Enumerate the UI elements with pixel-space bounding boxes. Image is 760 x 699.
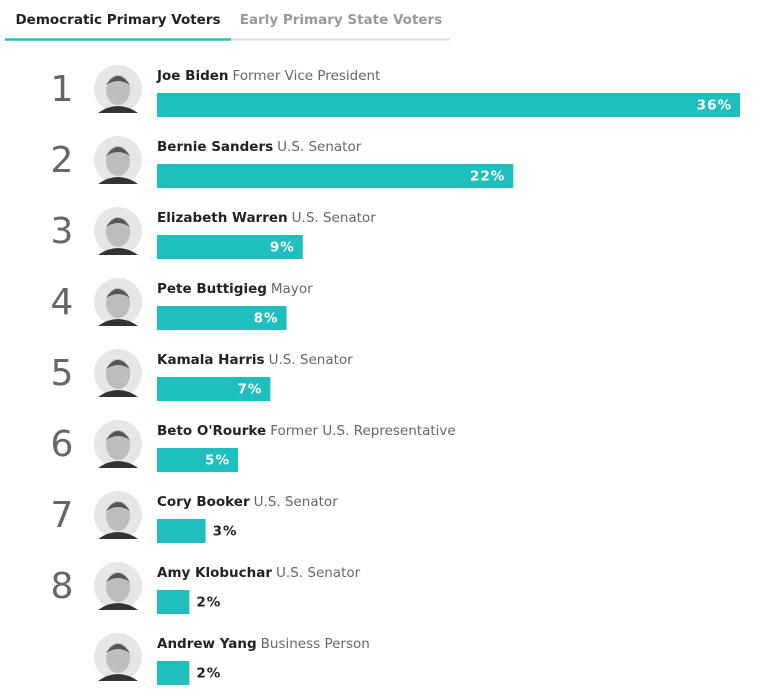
rank: 5	[51, 353, 74, 394]
bar	[157, 235, 303, 259]
portrait	[94, 491, 142, 539]
candidate-name: Cory Booker	[157, 494, 250, 510]
portrait-hair	[106, 502, 130, 511]
portrait-face	[106, 146, 130, 176]
value-label: 9%	[270, 240, 295, 256]
bar	[157, 661, 190, 685]
portrait-hair	[106, 289, 130, 298]
portrait-face	[106, 572, 130, 602]
rank: 2	[51, 140, 74, 181]
portrait-shoulders	[98, 390, 138, 397]
candidate: Bernie Sanders U.S. Senator	[157, 139, 362, 155]
rank: 4	[51, 282, 74, 323]
candidate-name: Andrew Yang	[157, 636, 257, 652]
portrait	[94, 562, 142, 610]
portrait-shoulders	[98, 674, 138, 681]
rank: 7	[51, 495, 74, 536]
candidate-role: U.S. Senator	[276, 565, 361, 581]
portrait-hair	[106, 644, 130, 653]
portrait-shoulders	[98, 319, 138, 326]
bar	[157, 519, 206, 543]
candidate-role: U.S. Senator	[254, 494, 339, 510]
rank: 6	[51, 424, 74, 465]
candidate-name: Amy Klobuchar	[157, 565, 272, 581]
portrait-hair	[106, 76, 130, 85]
portrait-hair	[106, 147, 130, 156]
portrait-hair	[106, 431, 130, 440]
portrait-shoulders	[98, 603, 138, 610]
candidate-name: Joe Biden	[156, 68, 229, 84]
bar	[157, 590, 190, 614]
value-label: 3%	[213, 524, 238, 540]
candidate-role: U.S. Senator	[277, 139, 362, 155]
bar	[157, 164, 514, 188]
portrait	[94, 65, 142, 113]
candidate: Beto O'Rourke Former U.S. Representative	[157, 423, 456, 439]
portrait-shoulders	[98, 461, 138, 468]
candidate-name: Kamala Harris	[157, 352, 265, 368]
tab[interactable]: Early Primary State Voters	[240, 12, 443, 28]
candidate-role: U.S. Senator	[292, 210, 377, 226]
candidate: Amy Klobuchar U.S. Senator	[157, 565, 361, 581]
portrait	[94, 420, 142, 468]
tab-active[interactable]: Democratic Primary Voters	[15, 12, 220, 28]
portrait-face	[106, 501, 130, 531]
bar	[157, 93, 740, 117]
candidate: Elizabeth Warren U.S. Senator	[157, 210, 376, 226]
value-label: 7%	[237, 382, 262, 398]
portrait-shoulders	[98, 532, 138, 539]
portrait	[94, 278, 142, 326]
portrait-hair	[106, 573, 130, 582]
candidate: Cory Booker U.S. Senator	[157, 494, 338, 510]
value-label: 2%	[196, 595, 221, 611]
portrait-face	[106, 359, 130, 389]
portrait-face	[106, 430, 130, 460]
candidate-name: Elizabeth Warren	[157, 210, 288, 226]
portrait	[94, 349, 142, 397]
candidate-role: Mayor	[271, 281, 313, 297]
portrait-shoulders	[98, 106, 138, 113]
value-label: 22%	[470, 169, 505, 185]
value-label: 5%	[205, 453, 230, 469]
candidate: Pete Buttigieg Mayor	[157, 281, 313, 297]
candidate-role: Business Person	[261, 636, 370, 652]
candidate: Joe Biden Former Vice President	[156, 68, 380, 84]
value-label: 8%	[254, 311, 279, 327]
portrait-shoulders	[98, 177, 138, 184]
bar	[157, 377, 271, 401]
portrait-hair	[106, 218, 130, 227]
candidate-name: Bernie Sanders	[157, 139, 273, 155]
candidate: Andrew Yang Business Person	[157, 636, 370, 652]
rank: 3	[51, 211, 74, 252]
portrait-face	[106, 288, 130, 318]
value-label: 2%	[196, 666, 221, 682]
portrait-face	[106, 75, 130, 105]
candidate-name: Pete Buttigieg	[157, 281, 267, 297]
portrait-face	[106, 643, 130, 673]
candidate: Kamala Harris U.S. Senator	[157, 352, 353, 368]
candidate-role: U.S. Senator	[269, 352, 354, 368]
candidate-role: Former U.S. Representative	[270, 423, 456, 439]
rank: 1	[51, 69, 74, 110]
value-label: 36%	[697, 98, 732, 114]
portrait	[94, 207, 142, 255]
portrait	[94, 136, 142, 184]
portrait-face	[106, 217, 130, 247]
portrait-hair	[106, 360, 130, 369]
bar	[157, 306, 287, 330]
rank: 8	[51, 566, 74, 607]
candidate-role: Former Vice President	[233, 68, 381, 84]
candidate-name: Beto O'Rourke	[157, 423, 266, 439]
bar	[157, 448, 238, 472]
portrait	[94, 633, 142, 681]
portrait-shoulders	[98, 248, 138, 255]
